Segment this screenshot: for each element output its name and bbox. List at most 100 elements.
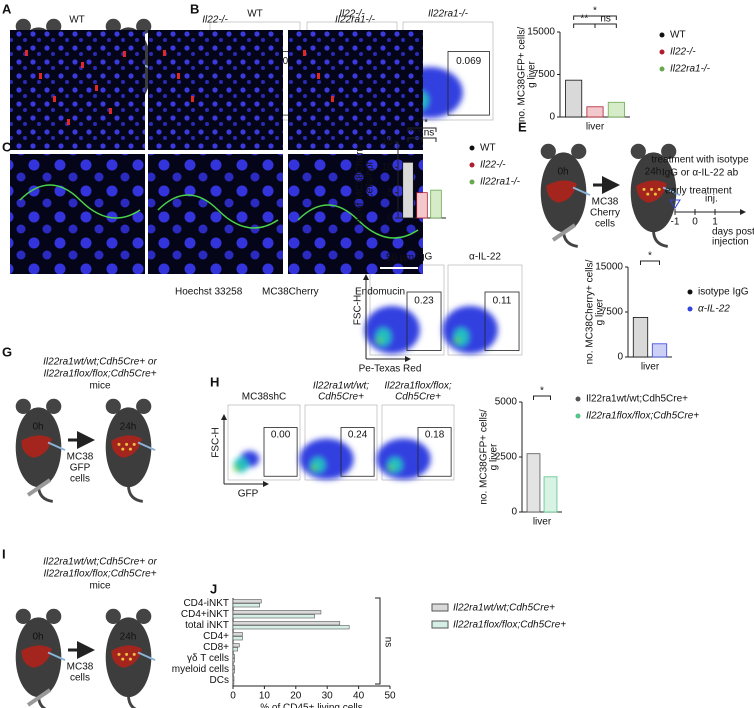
cherry-signal [25, 50, 28, 56]
legend-marker [469, 162, 475, 168]
tumor-spot [128, 447, 132, 451]
bar [232, 665, 235, 670]
legend-label: α-IL-22 [698, 304, 730, 315]
gate-value: 0.069 [456, 56, 481, 67]
legend-marker [575, 413, 581, 419]
cherry-signal [191, 96, 194, 102]
x-tick-label: liver [586, 122, 605, 133]
label: FSC-H [353, 295, 364, 326]
sig-bracket [533, 395, 551, 400]
label: Il22ra1flox/flox;Cdh5Cre+ [43, 569, 156, 580]
label: MC38 [67, 452, 94, 463]
bar [526, 453, 541, 513]
legend-marker [469, 145, 475, 151]
cloud [375, 337, 382, 344]
syringe [26, 478, 52, 497]
legend-marker [659, 49, 665, 55]
label: Il22ra1-/- [428, 9, 469, 20]
label: MC38 [592, 197, 619, 208]
gate [417, 427, 452, 477]
bar [232, 603, 260, 608]
y-axis-label: no. MC38GFP+ cells/ [479, 409, 490, 505]
x-tick-label: 50 [384, 691, 396, 702]
y-axis-label: % of MC38Cherry+ [355, 137, 366, 222]
y-axis-label: no. MC38Cherry+ cells/ [585, 259, 596, 364]
label: GFP [70, 463, 91, 474]
bar [232, 643, 240, 648]
label: 1 [712, 217, 718, 228]
label: Cdh5Cre+ [395, 392, 441, 403]
y-tick-label: CD4+iNKT [181, 609, 229, 620]
y-tick-label: CD8+ [203, 642, 229, 653]
flow-cloud [364, 306, 420, 354]
label: Il22ra1-/- [335, 15, 376, 26]
legend-label: WT [670, 30, 686, 41]
significance: * [648, 251, 652, 262]
label: 50 µm [386, 253, 414, 264]
legend-label: Il22-/- [670, 47, 696, 58]
tumor-spot [125, 652, 129, 656]
tumor-spot [121, 447, 125, 451]
label: GFP [238, 489, 259, 500]
label: 24h [645, 167, 662, 178]
x-tick-label: liver [641, 362, 660, 373]
tumor-spot [125, 442, 129, 446]
micrograph [10, 30, 145, 150]
bar [232, 636, 243, 641]
sig-bracket [421, 137, 437, 142]
y-tick-label: total iNKT [185, 620, 229, 631]
label: Hoechst 33258 [175, 287, 243, 298]
panel-label: J [210, 581, 217, 596]
label: MC38 [67, 662, 94, 673]
label: Pe-Texas Red [359, 364, 422, 375]
cherry-signal [163, 50, 166, 56]
label: Endomucin [355, 287, 405, 298]
panel-label: I [2, 546, 6, 561]
tumor-spot [117, 442, 121, 446]
injection-marker [669, 199, 681, 209]
micrograph [288, 30, 423, 150]
y-axis-label: g liver [527, 60, 538, 87]
legend-marker [431, 620, 449, 629]
label: 24h [120, 632, 137, 643]
legend-marker [431, 603, 449, 612]
tumor-spot [646, 192, 650, 196]
endomucin-signal [19, 184, 141, 219]
label: cells [70, 474, 90, 485]
legend-label: Il22ra1-/- [480, 177, 521, 188]
tumor-spot [132, 442, 136, 446]
y-tick-label: 5 [387, 187, 393, 198]
bar [430, 189, 442, 219]
bar [232, 654, 235, 659]
label: Il22-/- [339, 9, 365, 20]
gate-value: 0.23 [414, 296, 434, 307]
bar [232, 676, 235, 681]
mouse-icon [630, 143, 681, 248]
vessel [47, 441, 66, 451]
bar [565, 79, 583, 118]
sig-bracket [640, 260, 660, 265]
label: 0h [557, 167, 568, 178]
significance: ns [600, 14, 611, 25]
legend-marker [575, 396, 581, 402]
label: Cdh5Cre+ [318, 392, 364, 403]
label: -1 [671, 217, 680, 228]
cherry-signal [303, 50, 306, 56]
bar [232, 610, 322, 615]
endomucin-signal [157, 194, 279, 229]
micrograph [148, 154, 283, 274]
cloud [453, 337, 460, 344]
cherry-signal [331, 96, 334, 102]
y-tick-label: 15 [382, 137, 394, 148]
cherry-signal [53, 96, 56, 102]
flow-cloud [299, 438, 354, 480]
significance: * [540, 386, 544, 397]
label: 0h [32, 422, 43, 433]
cherry-signal [109, 108, 112, 114]
flow-cloud [376, 438, 431, 480]
label: Il22ra1flox/flox;Cdh5Cre+ [43, 369, 156, 380]
cherry-signal [123, 51, 126, 57]
mouse-tail [652, 230, 669, 248]
label: 24h [120, 422, 137, 433]
y-axis-label: g liver [595, 298, 606, 325]
